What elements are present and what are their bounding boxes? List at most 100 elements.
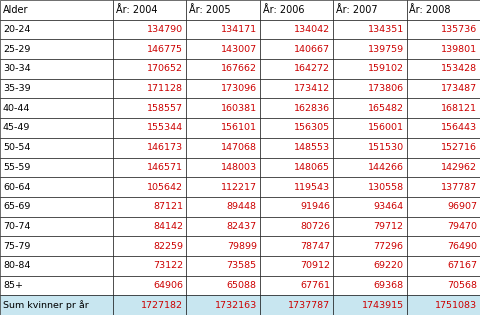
Bar	[407, 295, 480, 315]
Bar	[407, 98, 480, 118]
Bar	[260, 0, 333, 20]
Bar	[333, 217, 407, 236]
Text: År: 2005: År: 2005	[189, 5, 231, 15]
Text: 67167: 67167	[447, 261, 477, 270]
Bar	[113, 276, 186, 295]
Text: 156305: 156305	[294, 123, 330, 133]
Bar	[260, 236, 333, 256]
Bar	[113, 197, 186, 217]
Text: 20-24: 20-24	[3, 25, 30, 34]
Bar	[113, 256, 186, 276]
Text: 79712: 79712	[374, 222, 404, 231]
Bar	[407, 79, 480, 98]
Text: 164272: 164272	[294, 64, 330, 73]
Bar	[113, 158, 186, 177]
Text: 142962: 142962	[441, 163, 477, 172]
Bar	[407, 217, 480, 236]
Bar	[260, 98, 333, 118]
Bar	[333, 79, 407, 98]
Text: 73585: 73585	[227, 261, 257, 270]
Bar	[407, 0, 480, 20]
Bar	[186, 158, 260, 177]
Text: 165482: 165482	[368, 104, 404, 113]
Text: 148553: 148553	[294, 143, 330, 152]
Bar	[113, 177, 186, 197]
Bar	[333, 236, 407, 256]
Bar	[113, 98, 186, 118]
Text: Sum kvinner pr år: Sum kvinner pr år	[3, 300, 89, 310]
Bar	[333, 39, 407, 59]
Bar	[113, 39, 186, 59]
Bar	[0, 217, 113, 236]
Bar	[407, 276, 480, 295]
Bar	[333, 118, 407, 138]
Text: 79470: 79470	[447, 222, 477, 231]
Text: 1732163: 1732163	[215, 301, 257, 310]
Text: 156101: 156101	[221, 123, 257, 133]
Bar	[407, 197, 480, 217]
Text: 50-54: 50-54	[3, 143, 30, 152]
Bar	[333, 276, 407, 295]
Text: 162836: 162836	[294, 104, 330, 113]
Bar	[113, 138, 186, 158]
Bar	[113, 79, 186, 98]
Text: 80-84: 80-84	[3, 261, 30, 270]
Bar	[0, 236, 113, 256]
Text: 153428: 153428	[441, 64, 477, 73]
Text: 93464: 93464	[373, 202, 404, 211]
Bar	[113, 295, 186, 315]
Bar	[260, 276, 333, 295]
Text: 89448: 89448	[227, 202, 257, 211]
Text: 112217: 112217	[221, 182, 257, 192]
Bar	[407, 236, 480, 256]
Text: 139759: 139759	[368, 45, 404, 54]
Bar	[186, 256, 260, 276]
Text: 40-44: 40-44	[3, 104, 30, 113]
Text: 134790: 134790	[147, 25, 183, 34]
Text: 35-39: 35-39	[3, 84, 31, 93]
Text: 65088: 65088	[227, 281, 257, 290]
Bar	[260, 20, 333, 39]
Bar	[407, 59, 480, 79]
Text: 170652: 170652	[147, 64, 183, 73]
Text: 1751083: 1751083	[435, 301, 477, 310]
Text: 64906: 64906	[154, 281, 183, 290]
Text: 144266: 144266	[368, 163, 404, 172]
Text: 134171: 134171	[221, 25, 257, 34]
Text: 148065: 148065	[294, 163, 330, 172]
Bar	[333, 138, 407, 158]
Bar	[0, 59, 113, 79]
Text: 148003: 148003	[221, 163, 257, 172]
Text: 45-49: 45-49	[3, 123, 30, 133]
Text: 82437: 82437	[227, 222, 257, 231]
Bar	[0, 276, 113, 295]
Text: År: 2007: År: 2007	[336, 5, 378, 15]
Bar	[407, 118, 480, 138]
Text: 152716: 152716	[441, 143, 477, 152]
Text: 91946: 91946	[300, 202, 330, 211]
Bar	[407, 39, 480, 59]
Text: 137787: 137787	[441, 182, 477, 192]
Bar	[260, 118, 333, 138]
Bar	[260, 177, 333, 197]
Bar	[186, 98, 260, 118]
Bar	[186, 236, 260, 256]
Text: 146173: 146173	[147, 143, 183, 152]
Bar	[333, 98, 407, 118]
Bar	[333, 0, 407, 20]
Bar	[186, 20, 260, 39]
Bar	[333, 295, 407, 315]
Text: 171128: 171128	[147, 84, 183, 93]
Bar	[113, 0, 186, 20]
Text: 55-59: 55-59	[3, 163, 30, 172]
Text: 140667: 140667	[294, 45, 330, 54]
Bar	[186, 295, 260, 315]
Text: 155344: 155344	[147, 123, 183, 133]
Bar	[260, 138, 333, 158]
Bar	[186, 197, 260, 217]
Bar	[186, 118, 260, 138]
Bar	[0, 295, 113, 315]
Bar	[260, 295, 333, 315]
Text: 173806: 173806	[368, 84, 404, 93]
Bar	[0, 98, 113, 118]
